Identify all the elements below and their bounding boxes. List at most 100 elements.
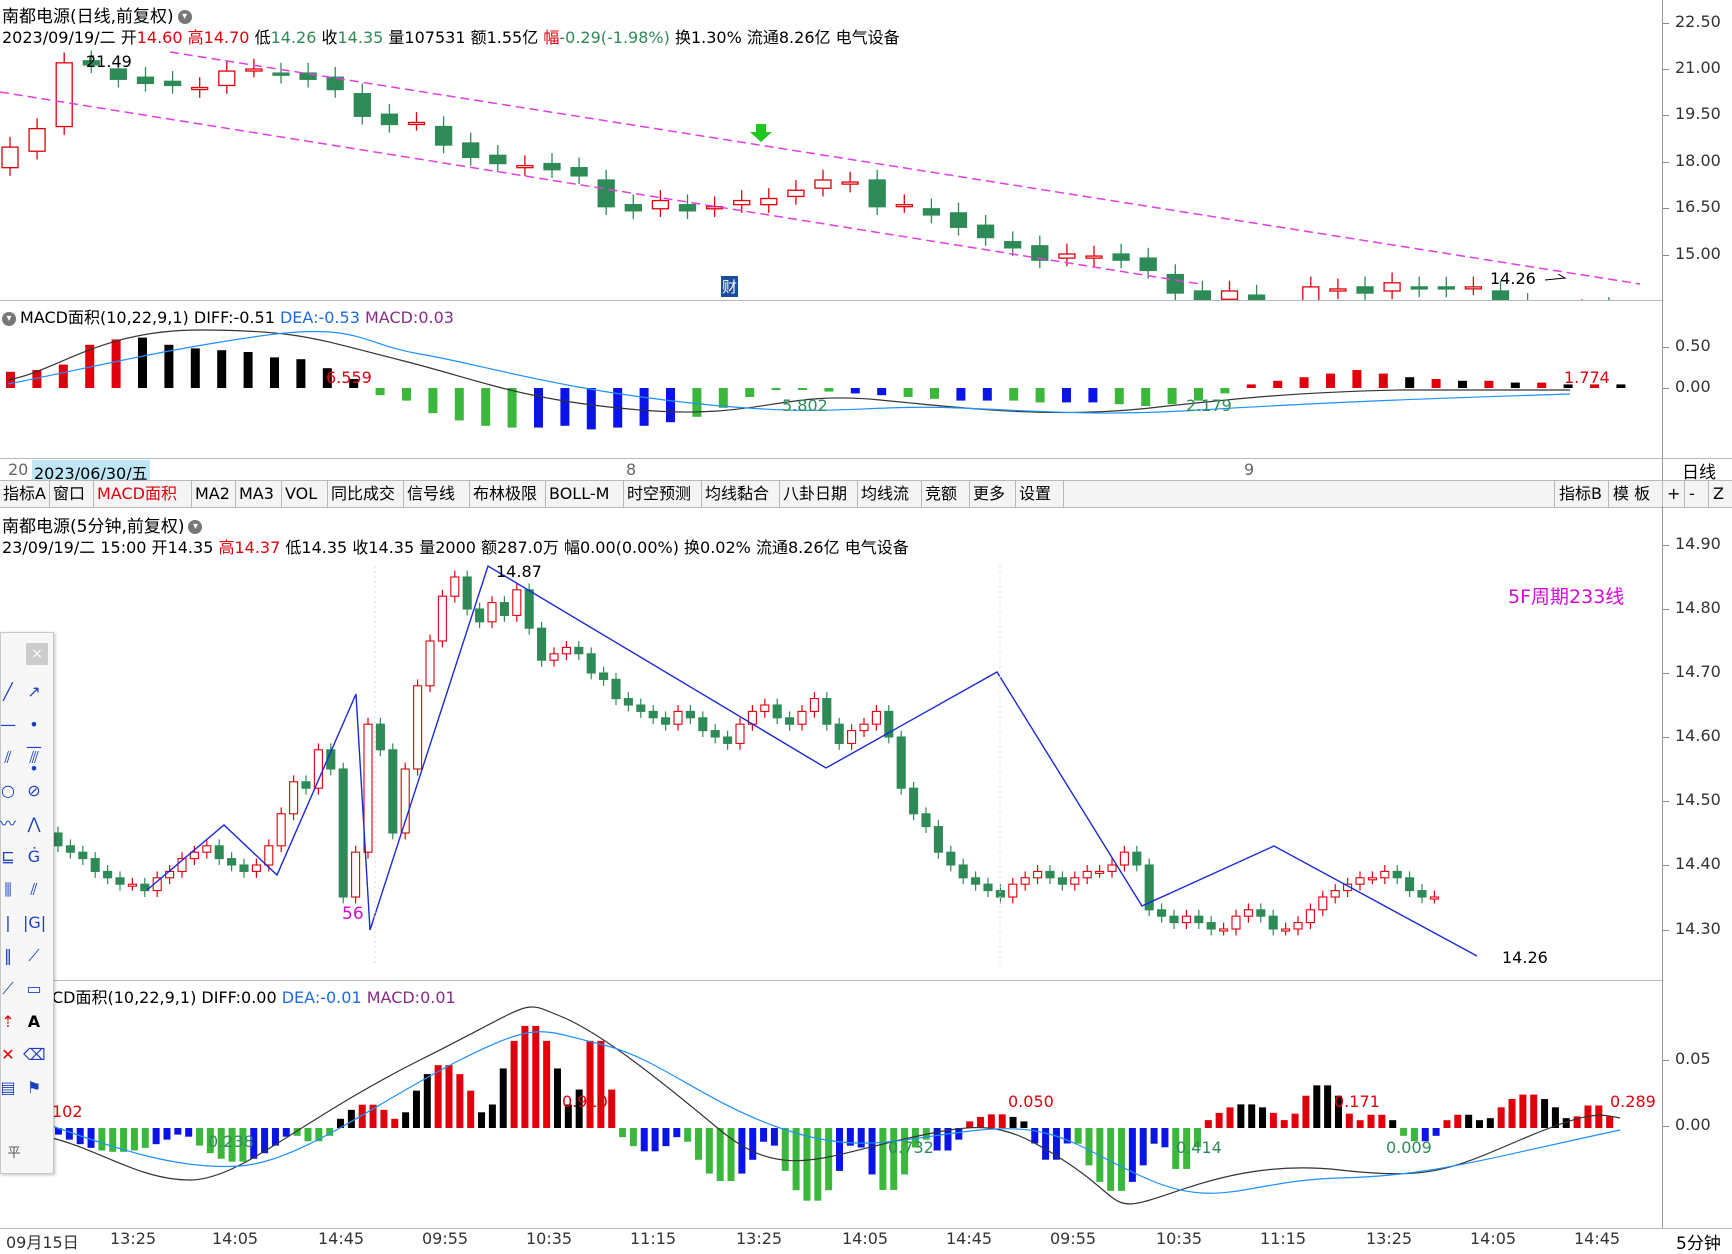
candle-body [841, 181, 859, 185]
daily-x-tick: 9 [1244, 460, 1255, 479]
gann-icon[interactable]: ⊘ [27, 781, 41, 800]
candle-body [561, 646, 571, 655]
z-button[interactable]: Z [1708, 481, 1728, 507]
eraser-icon[interactable]: ⫽ [30, 880, 38, 899]
area-label: 0.910 [562, 1092, 608, 1111]
wave-icon[interactable]: ✕ [1, 1045, 15, 1064]
tab-0[interactable]: 指标A [0, 481, 50, 507]
daily-period-label[interactable]: 日线 [1682, 463, 1716, 483]
macd-bar [375, 388, 385, 396]
text-icon[interactable]: Ġ [27, 847, 41, 866]
intraday-period-label[interactable]: 5分钟 [1676, 1234, 1721, 1254]
chevron-down-icon[interactable]: ▾ [177, 10, 192, 24]
parallel-icon[interactable]: •—• [26, 715, 42, 778]
tab-1[interactable]: 窗口 [50, 481, 94, 507]
chevron-down-icon[interactable]: ▾ [188, 520, 203, 534]
candle-body [363, 723, 373, 853]
gann-icon[interactable]: ▤ [0, 1078, 16, 1097]
fib-icon[interactable]: ○ [1, 781, 15, 800]
channel-icon[interactable]: ⚑ [26, 1078, 42, 1097]
candle-body [822, 698, 832, 725]
macd-bar [1161, 1128, 1169, 1148]
candle-body [976, 224, 995, 239]
close-icon[interactable]: × [26, 643, 48, 665]
tab-7[interactable]: 信号线 [404, 481, 470, 507]
tab-10[interactable]: 时空预测 [624, 481, 702, 507]
candle-body [597, 179, 615, 208]
low-label: 低 [254, 28, 271, 47]
tab-3[interactable]: MA2 [192, 481, 236, 507]
macd-bar [349, 379, 359, 388]
candle-body [678, 204, 697, 212]
macd-bar [164, 344, 174, 388]
tab-8[interactable]: 布林极限 [470, 481, 546, 507]
arrow-icon[interactable]: ⫼ [4, 880, 12, 899]
macd-bar [1009, 1116, 1017, 1128]
macd-bar [130, 1128, 138, 1151]
candle-body [276, 813, 286, 847]
candle-body [1085, 255, 1103, 259]
macd-bar [1063, 1128, 1071, 1144]
tab-4[interactable]: MA3 [236, 481, 282, 507]
wave-icon[interactable]: ⫻ [29, 748, 39, 767]
channel-icon[interactable]: 〰 [0, 814, 16, 833]
parallel-icon[interactable]: ⇡ [1, 1012, 15, 1031]
tab-15[interactable]: 更多 [970, 481, 1016, 507]
segment-icon[interactable]: — [0, 715, 16, 734]
macd-bar [930, 388, 939, 399]
tab-14[interactable]: 竞额 [922, 481, 970, 507]
ytick: 22.50 [1675, 12, 1721, 31]
macd-bar [138, 337, 147, 388]
finance-badge[interactable]: 财 [721, 276, 739, 297]
macd-bar [243, 352, 253, 388]
segment-icon[interactable]: ▭ [26, 979, 42, 998]
macd-bar [1183, 1128, 1191, 1169]
ray-icon[interactable]: ⟋ [2, 979, 14, 998]
calc-icon[interactable]: | [5, 913, 11, 932]
tab-5[interactable]: VOL [282, 481, 328, 507]
polyline-icon[interactable]: ⋀ [27, 814, 41, 833]
tab-template[interactable]: 模 板 [1608, 481, 1654, 507]
macd-bar [521, 1025, 529, 1128]
tab-9[interactable]: BOLL-M [546, 481, 624, 507]
macd-bar [1150, 1128, 1158, 1144]
ray-icon[interactable]: ↗ [27, 682, 41, 701]
candle-body [787, 189, 805, 198]
macd-bar [1042, 1128, 1050, 1160]
candle-body [1410, 286, 1428, 290]
flag-icon[interactable]: |G| [23, 913, 47, 932]
tab-11[interactable]: 均线黏合 [702, 481, 780, 507]
intraday-macd-header: CD面积(10,22,9,1) DIFF:0.00 DEA:-0.01 MACD… [52, 984, 456, 1008]
fib-icon[interactable]: ⌫ [23, 1045, 46, 1064]
tab-6[interactable]: 同比成交 [328, 481, 404, 507]
intraday-macd-chart[interactable] [0, 980, 1662, 1228]
macd-bar [206, 1128, 214, 1154]
tab-indicator-b[interactable]: 指标B [1554, 481, 1606, 507]
daily-macd-chart[interactable] [0, 300, 1662, 458]
candle-body [1219, 928, 1229, 932]
zoom-out-button[interactable]: - [1684, 481, 1699, 507]
text-icon[interactable]: A [27, 1012, 41, 1031]
line-icon[interactable]: ⟋ [28, 946, 40, 965]
candle-body [413, 685, 423, 770]
pin-icon[interactable]: ‖ [4, 946, 12, 965]
dea-line [51, 1031, 1621, 1194]
circle-icon[interactable]: ⫽ [4, 748, 12, 767]
tab-2[interactable]: MACD面积 [94, 481, 192, 507]
zoom-in-button[interactable]: + [1662, 481, 1684, 507]
chevron-down-icon[interactable]: ▾ [2, 311, 16, 326]
macd-bar [261, 1128, 269, 1154]
area-label: 6.559 [326, 368, 372, 387]
daily-candle-chart[interactable] [0, 0, 1662, 300]
macd-bar [877, 388, 887, 396]
macd-bar [163, 1128, 171, 1140]
tab-12[interactable]: 八卦日期 [780, 481, 858, 507]
rect-icon[interactable]: ⊑ [1, 847, 15, 866]
intraday-candle-chart[interactable] [0, 506, 1662, 980]
tab-13[interactable]: 均线流 [858, 481, 922, 507]
macd-bar [868, 1128, 876, 1175]
candle-body [785, 717, 795, 725]
tab-16[interactable]: 设置 [1016, 481, 1064, 507]
line-icon[interactable]: ╱ [3, 682, 13, 701]
candle-body [1293, 922, 1303, 930]
